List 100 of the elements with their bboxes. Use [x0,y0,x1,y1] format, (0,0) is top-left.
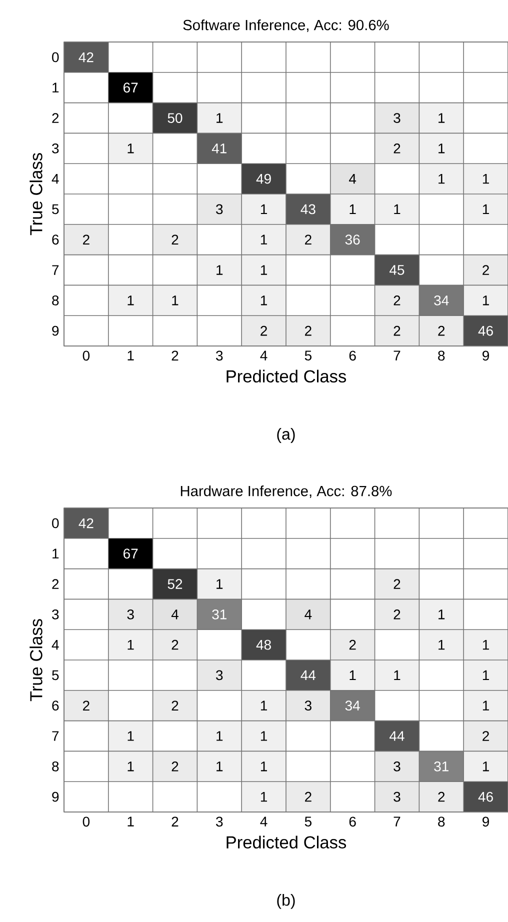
data-label: 2 [394,144,400,154]
x-tick-label: 4 [260,816,268,826]
x-tick-label: 1 [128,816,134,826]
y-tick-label: 1 [52,82,58,92]
y-tick-label: 8 [52,295,58,306]
y-tick-label: 2 [52,113,58,123]
data-label: 2 [394,610,400,620]
data-label: 2 [438,326,444,336]
data-label: 1 [128,144,134,154]
chart-title: Hardware Inference, Acc: 87.8% [180,485,392,498]
data-label: 1 [482,204,489,214]
x-tick-label: 0 [82,816,90,827]
data-label: 2 [394,326,400,336]
data-label: 1 [172,296,178,306]
x-tick-label: 6 [349,816,356,827]
data-label: 1 [438,610,444,620]
data-label: 2 [349,640,356,650]
y-tick-label: 9 [52,792,58,802]
data-label: 3 [127,609,134,620]
x-tick-label: 9 [482,816,489,827]
data-label: 46 [478,792,493,802]
data-label: 1 [216,265,222,275]
data-label: 1 [482,640,489,650]
data-label: 2 [172,234,178,244]
data-label: 3 [393,113,400,123]
data-label: 42 [78,518,94,528]
data-label: 36 [345,234,360,245]
data-label: 1 [260,762,267,772]
data-label: 4 [304,610,312,620]
data-label: 2 [438,792,444,802]
y-tick-label: 5 [52,204,59,214]
text: (b) [277,894,295,909]
data-label: 2 [82,700,90,710]
x-tick-label: 5 [304,816,312,826]
data-label: 1 [260,204,267,214]
data-label: 1 [128,296,134,306]
x-tick-label: 7 [394,816,400,826]
y-tick-label: 5 [52,670,59,680]
data-label: 2 [394,579,400,589]
data-label: 3 [216,670,222,680]
data-label: 2 [482,265,489,275]
data-label: 1 [216,113,222,123]
data-label: 2 [304,234,312,244]
data-label: 1 [260,296,267,306]
data-label: 1 [128,762,134,772]
y-tick-label: 3 [52,609,58,620]
x-tick-label: 3 [216,350,222,361]
data-label: 1 [260,792,267,802]
data-label: 41 [212,144,226,154]
data-label: 1 [482,174,489,184]
data-label: 67 [123,82,138,93]
data-label: 50 [168,113,182,123]
x-tick-label: 9 [482,350,489,361]
data-label: 1 [482,700,489,710]
data-label: 4 [171,610,178,620]
data-label: 44 [389,731,404,741]
data-label: 1 [260,731,267,741]
data-label: 31 [434,761,448,772]
data-label: 43 [300,204,316,214]
y-tick-label: 4 [52,174,59,184]
data-label: 42 [78,52,94,62]
data-label: 48 [256,640,271,650]
data-label: 1 [438,174,444,184]
y-tick-label: 3 [52,143,58,154]
data-label: 2 [482,731,489,741]
data-label: 2 [172,640,178,650]
x-tick-label: 2 [172,350,178,360]
data-label: 1 [260,700,267,710]
data-label: 1 [482,670,489,680]
x-tick-label: 8 [438,816,444,827]
x-axis-title: Predicted Class [226,370,346,383]
x-tick-label: 4 [260,350,268,360]
x-tick-label: 6 [349,350,356,361]
data-label: 31 [212,609,226,620]
data-label: 2 [304,326,312,336]
data-label: 1 [216,579,222,589]
y-tick-label: 8 [52,761,58,772]
data-label: 1 [216,762,222,772]
data-label: 1 [394,670,400,680]
data-label: 1 [350,670,356,680]
y-axis-title: True Class [29,619,42,702]
data-label: 67 [123,548,138,559]
chart-title: Software Inference, Acc: 90.6% [183,19,389,32]
y-tick-label: 6 [52,234,58,245]
data-label: 49 [256,174,271,184]
data-label: 4 [348,174,356,184]
data-label: 45 [389,265,404,275]
y-tick-label: 0 [52,518,59,528]
data-label: 1 [260,265,267,275]
data-label: 2 [172,762,178,772]
data-label: 2 [394,296,400,306]
data-label: 1 [482,296,489,306]
y-axis-title: True Class [29,153,42,236]
data-label: 2 [260,326,267,336]
y-tick-label: 2 [52,579,58,589]
data-label: 3 [304,700,312,711]
x-tick-label: 3 [216,816,222,827]
data-label: 1 [128,640,134,650]
data-label: 2 [172,700,178,710]
x-tick-label: 0 [82,350,90,361]
